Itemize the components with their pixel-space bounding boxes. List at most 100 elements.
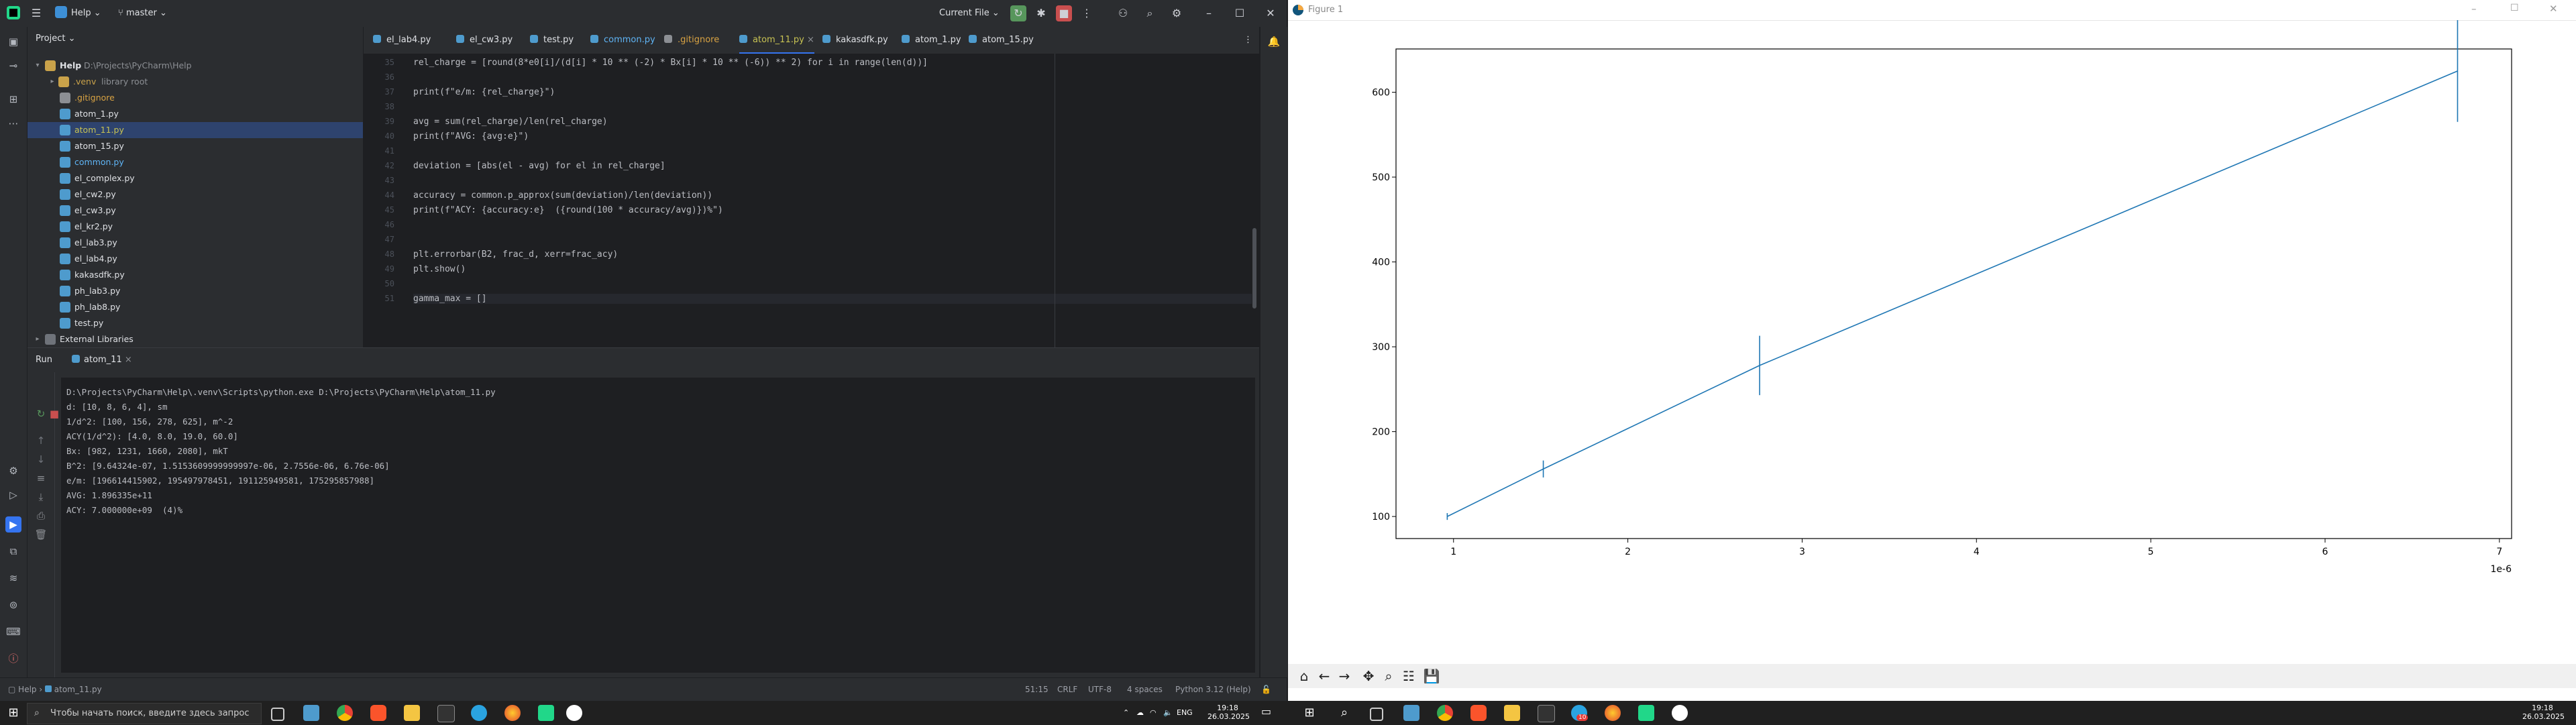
chevron-right-icon[interactable]: ▸ <box>50 78 54 85</box>
editor-tab[interactable]: el_lab4.py <box>373 27 431 54</box>
tree-file-item[interactable]: kakasdfk.py <box>28 267 363 283</box>
close-icon[interactable]: ✕ <box>1266 7 1275 19</box>
forward-icon[interactable]: → <box>1338 668 1350 684</box>
tree-file-item[interactable]: ph_lab8.py <box>28 299 363 315</box>
tree-file-item[interactable]: test.py <box>28 315 363 331</box>
tray-chevron-up-icon[interactable]: ⌃ <box>1123 708 1130 717</box>
code-editor[interactable]: rel_charge = [round(8*e0[i]/(d[i] * 10 *… <box>409 54 1259 347</box>
pycharm-icon[interactable] <box>538 705 554 721</box>
scroll-to-end-icon[interactable]: ⤓ <box>38 491 44 503</box>
run-config-selector[interactable]: Current File ⌄ <box>939 5 1000 21</box>
pycharm-logo-icon[interactable] <box>5 5 21 21</box>
firefox-icon[interactable] <box>1605 705 1621 721</box>
terminal-icon[interactable]: ⌨ <box>6 626 21 638</box>
pycharm-icon[interactable] <box>1638 705 1654 721</box>
python-interpreter[interactable]: Python 3.12 (Help) <box>1175 685 1251 694</box>
windows-start-icon[interactable]: ⊞ <box>8 706 19 720</box>
zoom-icon[interactable]: ⌕ <box>1385 668 1393 684</box>
folder-icon[interactable]: ▣ <box>8 36 19 48</box>
tree-file-item[interactable]: atom_1.py <box>28 106 363 122</box>
main-menu-icon[interactable]: ☰ <box>31 7 42 19</box>
telegram-icon[interactable] <box>471 705 487 721</box>
editor-tab[interactable]: kakasdfk.py <box>822 27 888 54</box>
tree-file-item[interactable]: el_lab3.py <box>28 235 363 251</box>
rerun-icon[interactable]: ↻ <box>36 408 46 420</box>
telegram-icon[interactable]: 10 <box>1571 705 1589 721</box>
matplotlib-icon[interactable] <box>1672 705 1688 721</box>
trash-icon[interactable]: 🗑 <box>34 528 48 541</box>
tree-venv[interactable]: ▸ .venv library root <box>28 74 363 90</box>
layers-icon[interactable]: ≋ <box>9 572 18 584</box>
soft-wrap-icon[interactable]: ≡ <box>36 472 46 484</box>
structure-icon[interactable]: ⊞ <box>9 93 18 105</box>
chevron-down-icon[interactable]: ▾ <box>36 62 40 69</box>
indent-setting[interactable]: 4 spaces <box>1127 685 1163 694</box>
account-icon[interactable]: ⚇ <box>1118 7 1128 19</box>
notepad-icon[interactable] <box>303 705 319 721</box>
notifications-icon[interactable]: 🔔 <box>1267 36 1281 48</box>
terminal-icon[interactable] <box>437 705 455 722</box>
file-explorer-icon[interactable] <box>404 705 420 721</box>
editor-tab[interactable]: atom_1.py <box>902 27 961 54</box>
tree-file-item[interactable]: el_cw3.py <box>28 203 363 219</box>
deploy-icon[interactable]: ⊚ <box>9 599 18 611</box>
brave-icon[interactable] <box>370 705 386 721</box>
chrome-icon[interactable] <box>1437 705 1453 721</box>
print-icon[interactable]: ⎙ <box>36 510 45 522</box>
editor-tab[interactable]: atom_11.py × <box>739 27 814 54</box>
search-box[interactable]: ⌕ Чтобы начать поиск, введите здесь запр… <box>27 703 262 724</box>
run-tool-icon[interactable]: ▶ <box>5 516 21 533</box>
network-icon[interactable]: ☁ <box>1136 708 1144 717</box>
back-icon[interactable]: ← <box>1318 668 1330 684</box>
services-icon[interactable]: ⧉ <box>9 545 17 557</box>
close-icon[interactable]: ✕ <box>2549 3 2558 15</box>
pan-icon[interactable]: ✥ <box>1362 668 1375 684</box>
windows-start-icon[interactable]: ⊞ <box>1304 706 1315 720</box>
more-icon[interactable]: ⋮ <box>1081 7 1092 19</box>
scroll-up-icon[interactable]: ↑ <box>36 435 46 447</box>
editor-tab[interactable]: common.py <box>590 27 655 54</box>
lock-icon[interactable]: 🔓 <box>1261 685 1271 694</box>
tabs-more-icon[interactable]: ⋮ <box>1244 35 1252 45</box>
problems-icon[interactable]: ⓘ <box>8 653 19 665</box>
volume-icon[interactable]: 🔈 <box>1163 708 1173 717</box>
home-icon[interactable]: ⌂ <box>1299 668 1309 684</box>
chevron-right-icon[interactable]: ▸ <box>36 335 40 343</box>
minimize-icon[interactable]: – <box>1206 7 1212 19</box>
run-console[interactable]: D:\Projects\PyCharm\Help\.venv\Scripts\p… <box>61 378 1255 673</box>
tree-file-item[interactable]: el_cw2.py <box>28 186 363 203</box>
rerun-icon[interactable]: ↻ <box>1010 5 1026 21</box>
wifi-icon[interactable]: ◠ <box>1150 708 1157 717</box>
file-explorer-icon[interactable] <box>1504 705 1520 721</box>
search-icon[interactable]: ⌕ <box>1340 706 1348 720</box>
save-icon[interactable]: 💾 <box>1423 668 1440 684</box>
clock[interactable]: 19:18 26.03.2025 <box>2522 704 2565 721</box>
breadcrumb[interactable]: ▢ Help › atom_11.py <box>8 685 102 694</box>
tree-file-item[interactable]: ph_lab3.py <box>28 283 363 299</box>
subplots-config-icon[interactable]: ☷ <box>1403 668 1415 684</box>
tree-external-libraries[interactable]: ▸ External Libraries <box>28 331 363 347</box>
project-panel-header[interactable]: Project ⌄ <box>36 34 76 44</box>
stop-icon[interactable]: ■ <box>49 408 60 420</box>
terminal-icon[interactable] <box>1538 705 1555 722</box>
file-encoding[interactable]: UTF-8 <box>1088 685 1112 694</box>
tree-file-item[interactable]: el_kr2.py <box>28 219 363 235</box>
run-tab[interactable]: atom_11 × <box>72 355 132 365</box>
editor-scrollbar[interactable] <box>1252 228 1256 309</box>
notification-center-icon[interactable]: ▭ <box>1261 705 1272 718</box>
python-console-icon[interactable]: ▷ <box>9 489 17 501</box>
caret-position[interactable]: 51:15 <box>1025 685 1049 694</box>
plot-area[interactable]: 10020030040050060070012345671e-6 <box>1288 20 2576 664</box>
tree-file-item[interactable]: el_lab4.py <box>28 251 363 267</box>
commit-icon[interactable]: ⊸ <box>9 60 18 72</box>
tree-file-item[interactable]: .gitignore <box>28 90 363 106</box>
firefox-icon[interactable] <box>504 705 521 721</box>
settings-icon[interactable]: ⚙ <box>1171 7 1182 19</box>
editor-tab[interactable]: .gitignore <box>664 27 719 54</box>
maximize-icon[interactable]: ☐ <box>2510 3 2519 13</box>
stop-icon[interactable]: ■ <box>1056 5 1072 21</box>
task-view-icon[interactable] <box>1370 708 1383 721</box>
editor-tab[interactable]: el_cw3.py <box>456 27 513 54</box>
chrome-icon[interactable] <box>337 705 353 721</box>
tree-file-item[interactable]: common.py <box>28 154 363 170</box>
